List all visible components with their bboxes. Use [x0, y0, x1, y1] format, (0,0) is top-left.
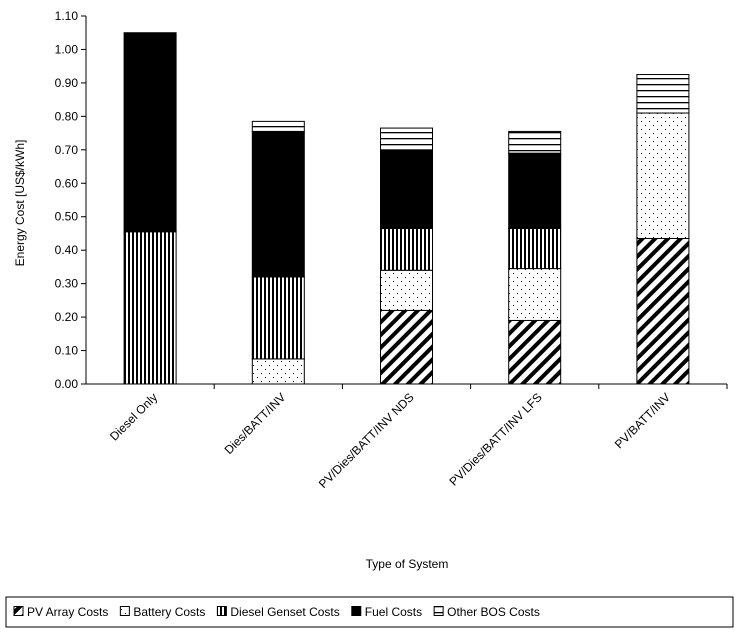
legend-label: Fuel Costs: [365, 605, 422, 619]
bar-segment: [251, 130, 305, 278]
bar-segment: [123, 231, 177, 385]
x-category-label: Diesel Only: [107, 390, 160, 443]
x-category-label: PV/Dies/BATT/INV LFS: [446, 390, 544, 488]
x-category-label: PV/BATT/INV: [612, 390, 673, 451]
legend-label: Other BOS Costs: [447, 605, 540, 619]
bar-segment: [380, 227, 433, 271]
bar-segment: [508, 227, 562, 270]
bar-segment: [380, 309, 433, 385]
bar-segment: [508, 130, 562, 154]
legend-swatch: [13, 606, 24, 616]
bar-segment: [380, 149, 433, 229]
legend-swatch: [351, 606, 362, 616]
y-tick-label: 0.90: [55, 76, 79, 90]
y-axis-title: Energy Cost [US$/kWh]: [13, 140, 27, 267]
y-tick-label: 0.40: [55, 243, 79, 257]
y-tick-label: 0.20: [55, 310, 79, 324]
x-axis-title: Type of System: [366, 557, 449, 571]
bar-segment: [251, 358, 305, 385]
bar-segment: [380, 127, 433, 151]
bar-segment: [380, 269, 433, 311]
bar-segment: [508, 268, 562, 321]
y-tick-label: 0.70: [55, 143, 79, 157]
bar-segment: [123, 32, 177, 233]
bar-segment: [636, 112, 690, 239]
legend-label: Battery Costs: [133, 605, 205, 619]
y-tick-label: 0.10: [55, 344, 79, 358]
bar-segment: [508, 319, 562, 385]
y-tick-label: 0.80: [55, 109, 79, 123]
bar-segment: [251, 276, 305, 360]
y-tick-label: 0.60: [55, 176, 79, 190]
legend-label: PV Array Costs: [27, 605, 108, 619]
bar-segment: [508, 152, 562, 229]
legend: PV Array Costs Battery Costs Diesel Genset…: [5, 596, 734, 628]
bar-segment: [251, 120, 305, 132]
legend-label: Diesel Genset Costs: [230, 605, 339, 619]
legend-swatch: [119, 606, 130, 616]
bar-segment: [636, 237, 690, 385]
legend-swatch: [433, 606, 444, 616]
y-tick-label: 0.30: [55, 277, 79, 291]
x-category-label: Dies/BATT/INV: [222, 390, 289, 457]
y-tick-label: 1.00: [55, 42, 79, 56]
y-tick-label: 0.50: [55, 210, 79, 224]
legend-swatch: [216, 606, 227, 616]
y-tick-label: 1.10: [55, 9, 79, 23]
bar-segment: [636, 74, 690, 114]
x-category-label: PV/Dies/BATT/INV NDS: [316, 390, 417, 491]
y-tick-label: 0.00: [55, 377, 79, 391]
